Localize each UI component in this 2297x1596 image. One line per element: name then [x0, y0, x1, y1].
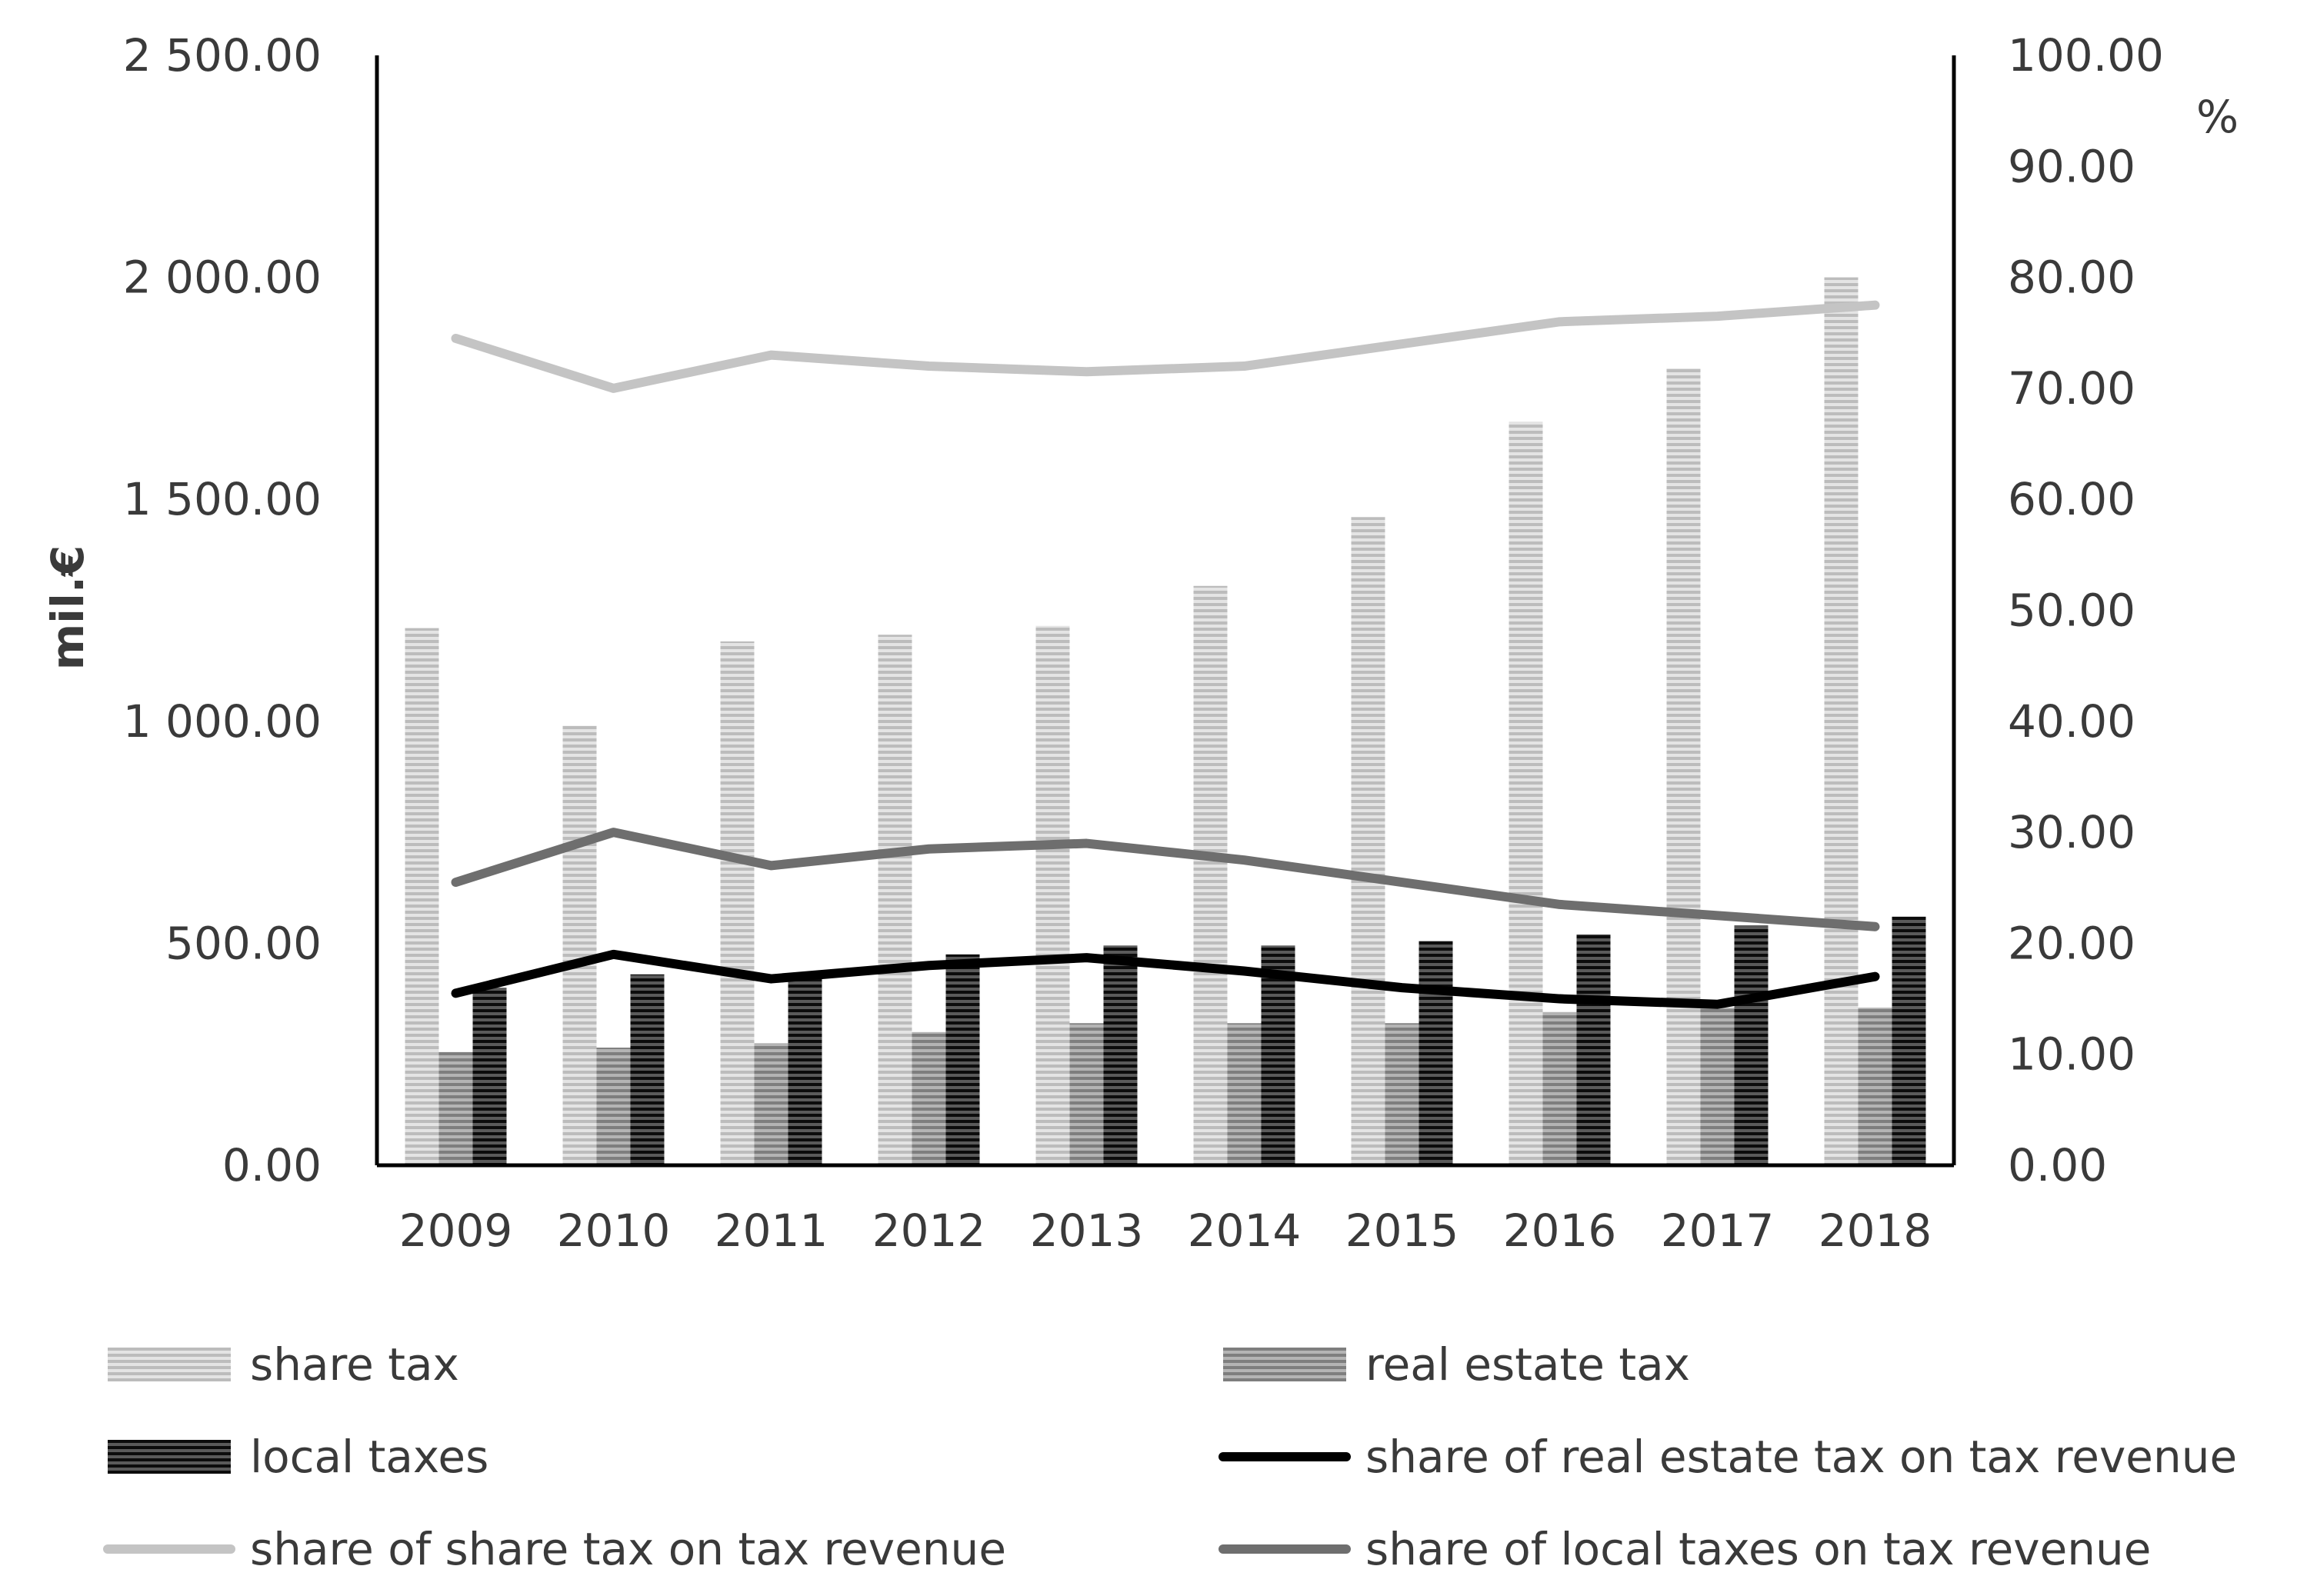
bar-local-taxes-2009 — [472, 988, 507, 1165]
right-tick-label: 50.00 — [2008, 585, 2135, 637]
bar-share-tax-2018 — [1824, 277, 1859, 1166]
legend-label: share of share tax on tax revenue — [250, 1523, 1006, 1575]
x-tick-label: 2011 — [715, 1204, 828, 1257]
right-tick-label: 100.00 — [2008, 29, 2164, 82]
bar-real-estate-tax-2010 — [596, 1048, 631, 1165]
right-tick-label: 70.00 — [2008, 362, 2135, 415]
bar-local-taxes-2016 — [1576, 934, 1611, 1165]
left-tick-label: 2 500.00 — [123, 29, 322, 82]
x-tick-label: 2016 — [1503, 1204, 1617, 1257]
x-tick-label: 2012 — [872, 1204, 986, 1257]
right-tick-label: 10.00 — [2008, 1028, 2135, 1081]
left-axis-ticks: 0.00 500.00 1 000.00 1 500.00 2 000.00 2 500.… — [123, 29, 322, 1191]
legend-swatch — [108, 1440, 231, 1474]
bar-share-tax-2015 — [1351, 517, 1385, 1165]
right-axis-ticks: 0.00 10.00 20.00 30.00 40.00 50.00 60.00 70.00 8… — [2008, 29, 2164, 1191]
bar-real-estate-tax-2012 — [912, 1031, 946, 1165]
left-tick-label: 500.00 — [165, 917, 322, 969]
bar-real-estate-tax-2015 — [1385, 1023, 1419, 1165]
line-share-of-local-taxes-on-tax-revenue — [451, 828, 1880, 931]
bar-local-taxes-2018 — [1892, 916, 1926, 1165]
bar-share-tax-2012 — [878, 635, 912, 1165]
bar-local-taxes-2011 — [788, 974, 822, 1165]
bar-share-tax-2009 — [405, 628, 439, 1165]
x-tick-label: 2015 — [1345, 1204, 1459, 1257]
x-tick-label: 2010 — [557, 1204, 671, 1257]
legend-label: share of local taxes on tax revenue — [1365, 1523, 2152, 1575]
line-share-of-real-estate-tax-on-tax-revenue — [451, 949, 1880, 1009]
bar-real-estate-tax-2011 — [754, 1043, 788, 1165]
bar-local-taxes-2017 — [1734, 925, 1769, 1165]
legend-label: local taxes — [250, 1431, 488, 1483]
legend-label: share tax — [250, 1338, 459, 1391]
legend-swatch — [108, 1348, 231, 1381]
bar-share-tax-2014 — [1193, 585, 1228, 1165]
bar-real-estate-tax-2009 — [438, 1051, 473, 1165]
bar-local-taxes-2014 — [1261, 945, 1295, 1165]
bar-local-taxes-2013 — [1103, 945, 1138, 1165]
right-tick-label: 80.00 — [2008, 252, 2135, 304]
bar-real-estate-tax-2017 — [1700, 1008, 1735, 1165]
right-tick-label: 20.00 — [2008, 917, 2135, 969]
left-tick-label: 0.00 — [222, 1139, 322, 1191]
bar-share-tax-2013 — [1035, 625, 1070, 1165]
right-tick-label: 60.00 — [2008, 473, 2135, 525]
bar-local-taxes-2015 — [1419, 941, 1453, 1165]
y-axis-right-label: % — [2196, 91, 2239, 143]
x-tick-label: 2018 — [1819, 1204, 1932, 1257]
bar-local-taxes-2010 — [630, 974, 665, 1165]
legend: share tax real estate tax local taxes share… — [103, 1338, 2237, 1575]
bar-local-taxes-2012 — [945, 954, 980, 1165]
line-layer — [451, 300, 1880, 1009]
right-tick-label: 40.00 — [2008, 695, 2135, 748]
legend-label: real estate tax — [1365, 1338, 1690, 1391]
left-tick-label: 1 000.00 — [123, 695, 322, 748]
right-tick-label: 30.00 — [2008, 806, 2135, 858]
bar-real-estate-tax-2013 — [1069, 1023, 1104, 1165]
x-tick-label: 2014 — [1188, 1204, 1302, 1257]
legend-label: share of real estate tax on tax revenue — [1365, 1431, 2237, 1483]
line-share-of-share-tax-on-tax-revenue — [451, 300, 1880, 393]
bar-share-tax-2017 — [1666, 368, 1701, 1165]
left-tick-label: 2 000.00 — [123, 252, 322, 304]
y-axis-left-label: mil.€ — [42, 545, 94, 671]
left-tick-label: 1 500.00 — [123, 473, 322, 525]
x-tick-label: 2013 — [1030, 1204, 1144, 1257]
bar-share-tax-2011 — [720, 641, 755, 1165]
bar-share-tax-2016 — [1509, 421, 1543, 1165]
bar-share-tax-2010 — [562, 725, 597, 1165]
x-axis-labels: 2009 2010 2011 2012 2013 2014 2015 2016 2017 2018 — [399, 1204, 1932, 1257]
right-tick-label: 90.00 — [2008, 140, 2135, 192]
x-tick-label: 2017 — [1661, 1204, 1775, 1257]
right-tick-label: 0.00 — [2008, 1139, 2107, 1191]
legend-swatch — [1223, 1348, 1346, 1381]
bar-real-estate-tax-2016 — [1542, 1011, 1577, 1165]
bar-real-estate-tax-2014 — [1227, 1023, 1262, 1165]
x-tick-label: 2009 — [399, 1204, 513, 1257]
bar-real-estate-tax-2018 — [1858, 1008, 1892, 1165]
bar-layer — [405, 277, 1926, 1166]
